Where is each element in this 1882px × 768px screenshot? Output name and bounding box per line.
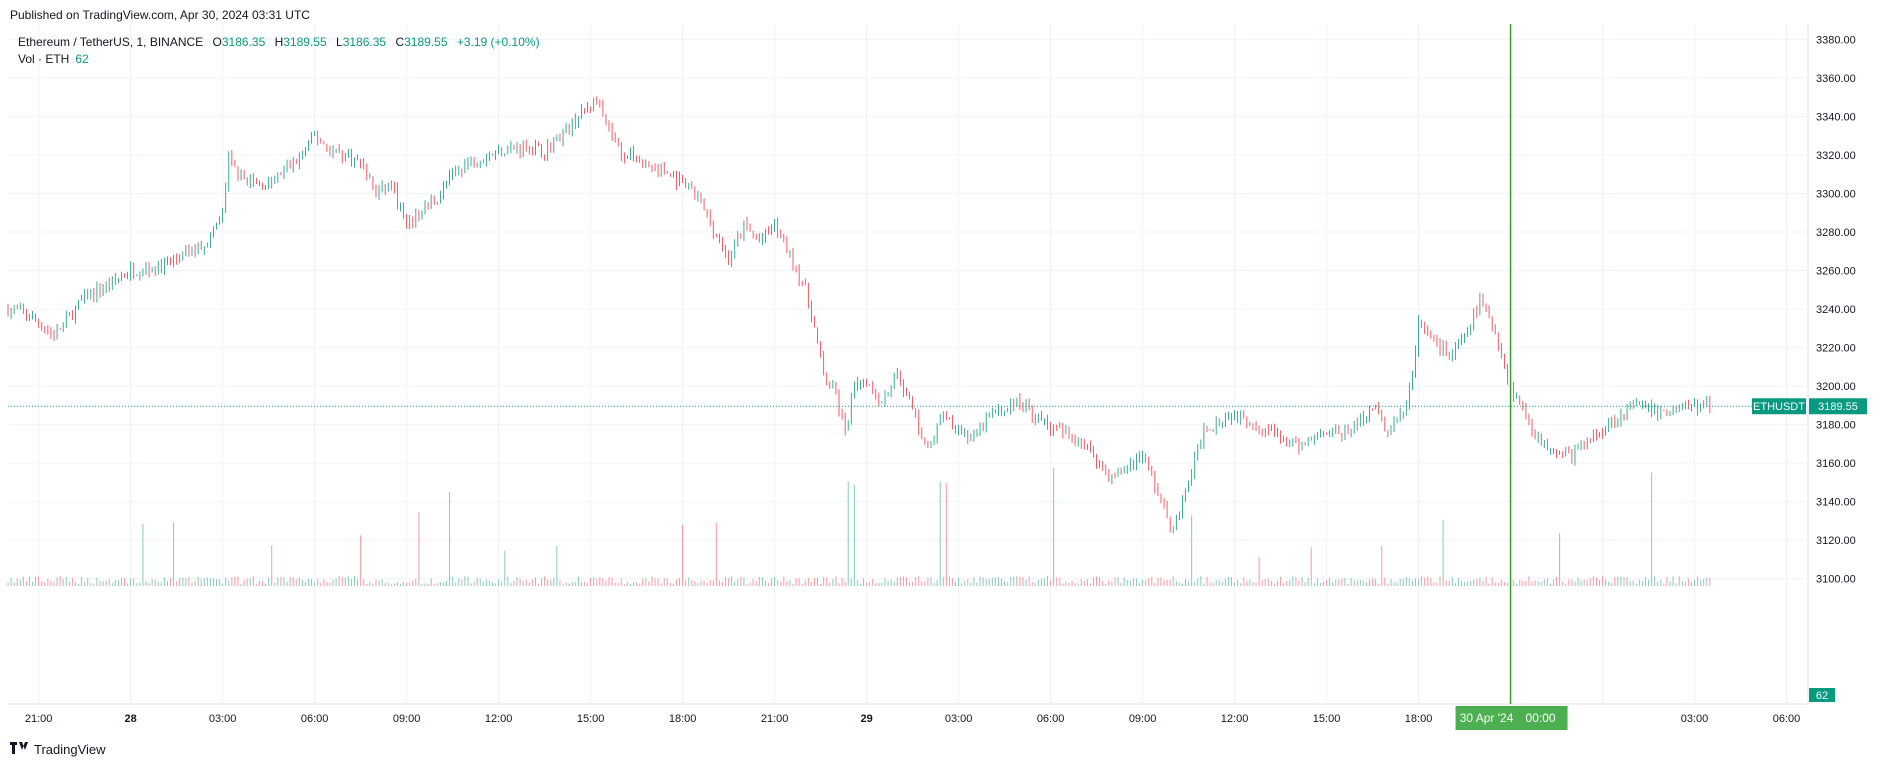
time-tick-label: 03:00 bbox=[945, 713, 973, 725]
low-value: 3186.35 bbox=[342, 35, 387, 49]
time-tick-label: 03:00 bbox=[209, 713, 237, 725]
chart-pane[interactable] bbox=[8, 24, 1808, 704]
high-value: 3189.55 bbox=[283, 35, 327, 49]
low-label: L bbox=[336, 35, 343, 49]
price-tick-label: 3180.00 bbox=[1816, 420, 1856, 432]
volume-bars bbox=[7, 467, 1711, 586]
volume-row: Vol · ETH 62 bbox=[18, 51, 540, 68]
volume-label[interactable]: Vol · ETH bbox=[18, 52, 70, 66]
time-axis[interactable]: 21:00 28 03:00 06:00 09:00 12:00 15:00 18:00 21:… bbox=[25, 713, 1800, 725]
time-tick-label: 21:00 bbox=[25, 713, 53, 725]
time-tick-label: 06:00 bbox=[1037, 713, 1065, 725]
crosshair-time-bg bbox=[1455, 706, 1568, 730]
time-tick-label: 18:00 bbox=[669, 713, 697, 725]
price-tick-label: 3240.00 bbox=[1816, 304, 1856, 316]
price-candles bbox=[7, 96, 1711, 534]
time-tick-label: 29 bbox=[860, 713, 872, 725]
chart-legend: Ethereum / TetherUS, 1, BINANCE O3186.35… bbox=[18, 34, 540, 68]
ohlc-row: Ethereum / TetherUS, 1, BINANCE O3186.35… bbox=[18, 34, 540, 51]
time-tick-label: 28 bbox=[125, 713, 137, 725]
symbol-title[interactable]: Ethereum / TetherUS, 1, BINANCE bbox=[18, 35, 204, 49]
close-label: C bbox=[395, 35, 405, 49]
symbol-tag: ETHUSDT bbox=[1753, 401, 1805, 413]
time-tick-label: 15:00 bbox=[1313, 713, 1341, 725]
time-tick-label: 21:00 bbox=[761, 713, 789, 725]
price-tick-label: 3320.00 bbox=[1816, 150, 1856, 162]
time-tick-label: 12:00 bbox=[1221, 713, 1249, 725]
price-tick-label: 3340.00 bbox=[1816, 111, 1856, 123]
time-tick-label: 15:00 bbox=[577, 713, 605, 725]
time-tick-label: 12:00 bbox=[485, 713, 513, 725]
price-tags: ETHUSDT 3189.55 62 30 Apr '24 00:00 bbox=[1455, 398, 1867, 730]
tradingview-logo-icon bbox=[10, 741, 28, 757]
price-tick-label: 3360.00 bbox=[1816, 73, 1856, 85]
time-tick-label: 18:00 bbox=[1405, 713, 1433, 725]
volume-tag: 62 bbox=[1816, 690, 1828, 702]
time-tick-label: 06:00 bbox=[301, 713, 329, 725]
price-tag: 3189.55 bbox=[1818, 401, 1858, 413]
change-value: +3.19 (+0.10%) bbox=[456, 35, 540, 49]
time-tick-label: 06:00 bbox=[1773, 713, 1801, 725]
price-tick-label: 3120.00 bbox=[1816, 535, 1856, 547]
crosshair-time-label: 00:00 bbox=[1526, 711, 1556, 725]
price-tag-bg bbox=[1809, 398, 1867, 415]
footer-brand-text: TradingView bbox=[34, 741, 106, 757]
price-tick-label: 3100.00 bbox=[1816, 574, 1856, 586]
price-tick-label: 3200.00 bbox=[1816, 381, 1856, 393]
time-tick-label: 09:00 bbox=[393, 713, 421, 725]
footer-brand[interactable]: TradingView bbox=[10, 741, 106, 757]
grid bbox=[8, 24, 1809, 705]
price-tick-label: 3220.00 bbox=[1816, 343, 1856, 355]
price-tick-label: 3140.00 bbox=[1816, 497, 1856, 509]
high-label: H bbox=[274, 35, 284, 49]
price-tick-label: 3280.00 bbox=[1816, 227, 1856, 239]
time-tick-label: 03:00 bbox=[1681, 713, 1709, 725]
price-tick-label: 3160.00 bbox=[1816, 458, 1856, 470]
close-value: 3189.55 bbox=[404, 35, 448, 49]
price-tick-label: 3260.00 bbox=[1816, 266, 1856, 278]
symbol-tag-bg bbox=[1752, 398, 1806, 415]
published-caption: Published on TradingView.com, Apr 30, 20… bbox=[10, 8, 310, 22]
volume-value: 62 bbox=[75, 52, 89, 66]
price-axis[interactable]: 3100.00 3120.00 3140.00 3160.00 3180.00 3200.… bbox=[1816, 34, 1856, 585]
price-tick-label: 3300.00 bbox=[1816, 189, 1856, 201]
open-label: O bbox=[212, 35, 222, 49]
price-tick-label: 3380.00 bbox=[1816, 34, 1856, 46]
volume-tag-bg bbox=[1809, 688, 1835, 702]
time-tick-label: 09:00 bbox=[1129, 713, 1157, 725]
crosshair-date-label: 30 Apr '24 bbox=[1460, 711, 1514, 725]
open-value: 3186.35 bbox=[221, 35, 266, 49]
